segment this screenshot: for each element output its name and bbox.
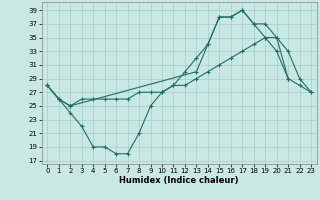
X-axis label: Humidex (Indice chaleur): Humidex (Indice chaleur): [119, 176, 239, 185]
